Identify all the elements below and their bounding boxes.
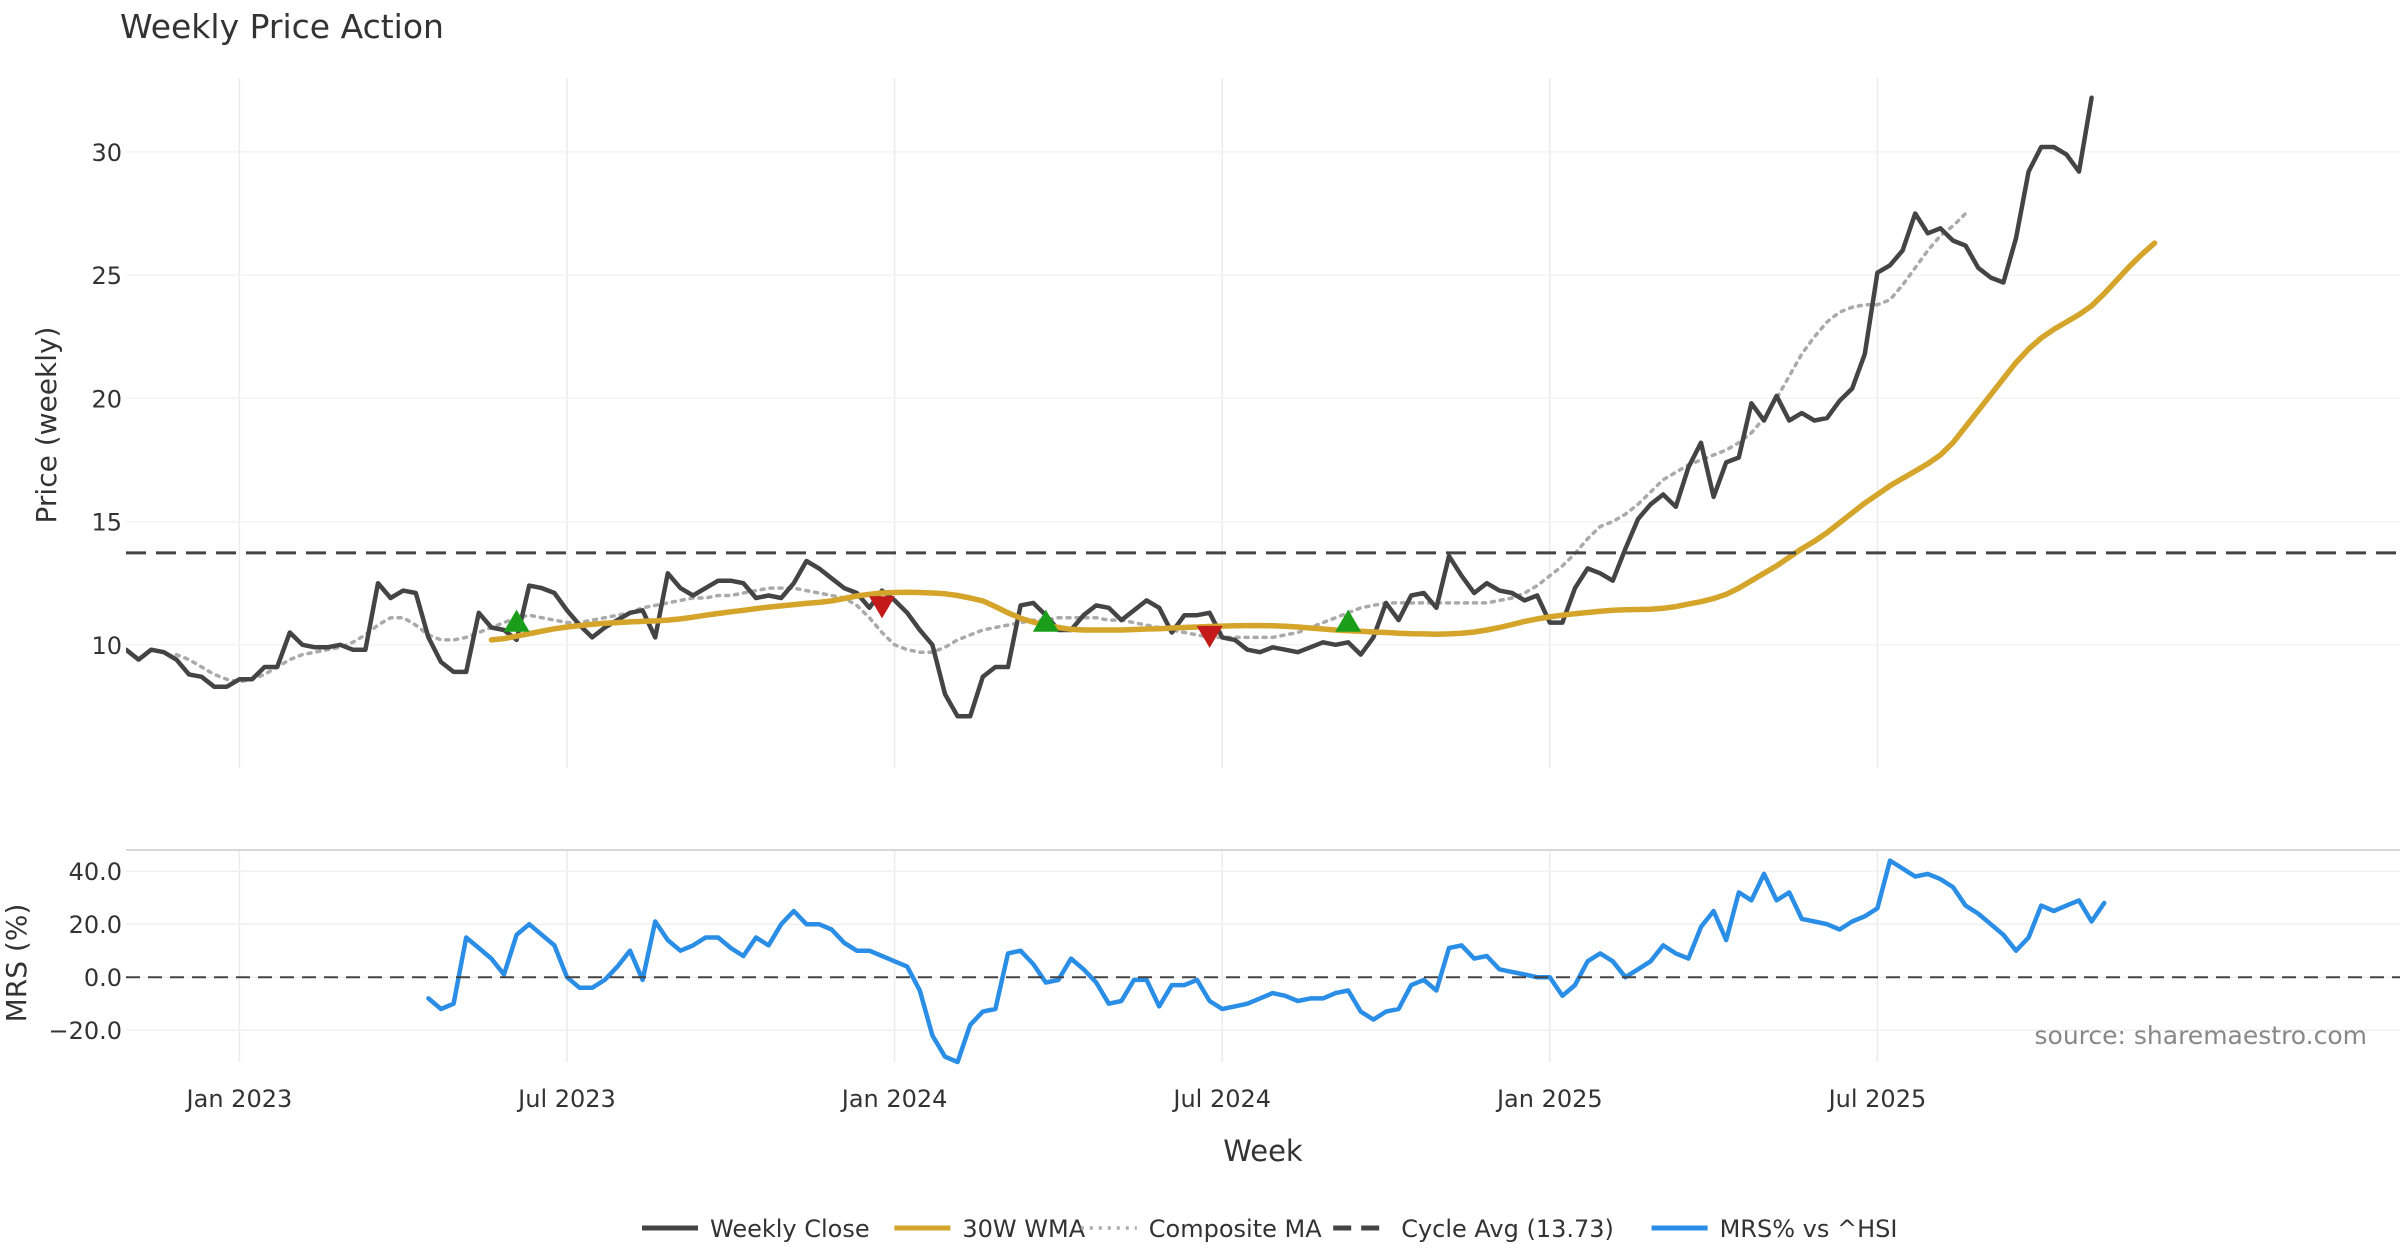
legend-item-mrs-vs-hsi: MRS% vs ^HSI <box>1651 1215 1898 1243</box>
legend-label: Weekly Close <box>710 1215 870 1243</box>
buy-signal-marker <box>503 609 530 632</box>
buy-signal-marker <box>1032 609 1059 632</box>
mrs-y-tick-label: 20.0 <box>69 911 122 939</box>
mrs-y-tick-label: 40.0 <box>69 858 122 886</box>
x-tick-label: Jul 2024 <box>1171 1085 1271 1113</box>
series-mrs-vs-hsi <box>426 858 2107 1065</box>
x-axis-label: Week <box>1223 1134 1303 1168</box>
legend-label: 30W WMA <box>962 1215 1085 1243</box>
buy-signal-marker <box>1335 609 1362 632</box>
price-y-tick-label: 10 <box>91 632 122 660</box>
chart-legend: Weekly Close 30W WMA Composite MA Cycle Avg… <box>642 1215 1897 1243</box>
mrs-y-axis-label: MRS (%) <box>0 904 33 1023</box>
x-tick-label: Jan 2023 <box>185 1085 293 1113</box>
price-y-tick-label: 15 <box>91 509 122 537</box>
source-annotation: source: sharemaestro.com <box>2035 1021 2368 1050</box>
chart-title: Weekly Price Action <box>120 7 444 46</box>
price-panel: 10 15 20 25 30 <box>91 78 2400 768</box>
legend-item-weekly-close: Weekly Close <box>642 1215 870 1243</box>
legend-label: Composite MA <box>1149 1215 1322 1243</box>
series-weekly-close <box>126 95 2094 719</box>
sell-signal-marker <box>869 596 895 619</box>
price-y-tick-label: 25 <box>91 262 122 290</box>
price-y-tick-label: 20 <box>91 385 122 413</box>
price-y-axis-label: Price (weekly) <box>30 327 63 524</box>
x-tick-label: Jul 2023 <box>516 1085 616 1113</box>
legend-item-cycle-avg-13-73: Cycle Avg (13.73) <box>1333 1215 1614 1243</box>
weekly-close-line <box>126 95 2094 719</box>
legend-label: Cycle Avg (13.73) <box>1401 1215 1614 1243</box>
series-30w-wma <box>488 240 2158 643</box>
30w-wma-line <box>488 240 2158 643</box>
sell-signal-marker <box>1196 625 1223 648</box>
x-tick-label: Jul 2025 <box>1827 1085 1927 1113</box>
x-tick-label: Jan 2024 <box>840 1085 948 1113</box>
x-tick-label: Jan 2025 <box>1495 1085 1603 1113</box>
legend-item-30w-wma: 30W WMA <box>894 1215 1086 1243</box>
legend-label: MRS% vs ^HSI <box>1720 1215 1898 1243</box>
price-y-tick-label: 30 <box>91 139 122 167</box>
mrs-vs-hsi-line <box>426 858 2107 1065</box>
legend-item-composite-ma: Composite MA <box>1080 1215 1322 1243</box>
mrs-y-tick-label: −20.0 <box>48 1017 122 1045</box>
mrs-y-tick-label: 0.0 <box>84 964 122 992</box>
mrs-panel: Jan 2023 Jul 2023 Jan 2024 Jul 2024 Jan 2025… <box>48 849 2400 1113</box>
